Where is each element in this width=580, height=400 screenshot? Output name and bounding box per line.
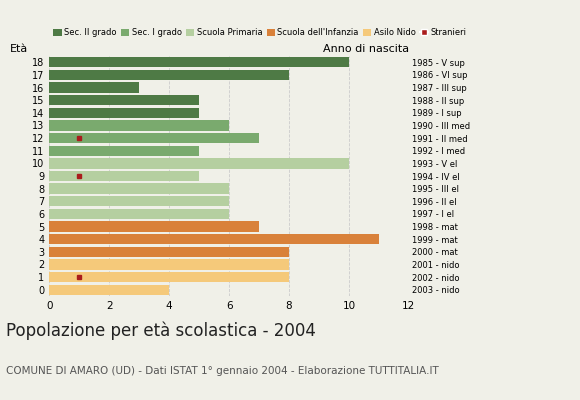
Bar xyxy=(49,82,139,93)
Bar xyxy=(49,158,349,168)
Bar xyxy=(49,57,349,68)
Bar xyxy=(49,171,199,181)
Bar xyxy=(49,209,229,219)
Bar xyxy=(49,247,289,257)
Text: Anno di nascita: Anno di nascita xyxy=(323,44,409,54)
Bar xyxy=(49,234,379,244)
Legend: Sec. II grado, Sec. I grado, Scuola Primaria, Scuola dell'Infanzia, Asilo Nido, : Sec. II grado, Sec. I grado, Scuola Prim… xyxy=(53,28,467,38)
Bar xyxy=(49,133,259,143)
Bar xyxy=(49,272,289,282)
Bar xyxy=(49,95,199,105)
Bar xyxy=(49,70,289,80)
Bar xyxy=(49,284,169,295)
Bar xyxy=(49,120,229,131)
Text: COMUNE DI AMARO (UD) - Dati ISTAT 1° gennaio 2004 - Elaborazione TUTTITALIA.IT: COMUNE DI AMARO (UD) - Dati ISTAT 1° gen… xyxy=(6,366,438,376)
Text: Età: Età xyxy=(10,44,28,54)
Bar xyxy=(49,196,229,206)
Text: Popolazione per età scolastica - 2004: Popolazione per età scolastica - 2004 xyxy=(6,322,316,340)
Bar xyxy=(49,146,199,156)
Bar xyxy=(49,221,259,232)
Bar xyxy=(49,184,229,194)
Bar xyxy=(49,108,199,118)
Bar xyxy=(49,259,289,270)
